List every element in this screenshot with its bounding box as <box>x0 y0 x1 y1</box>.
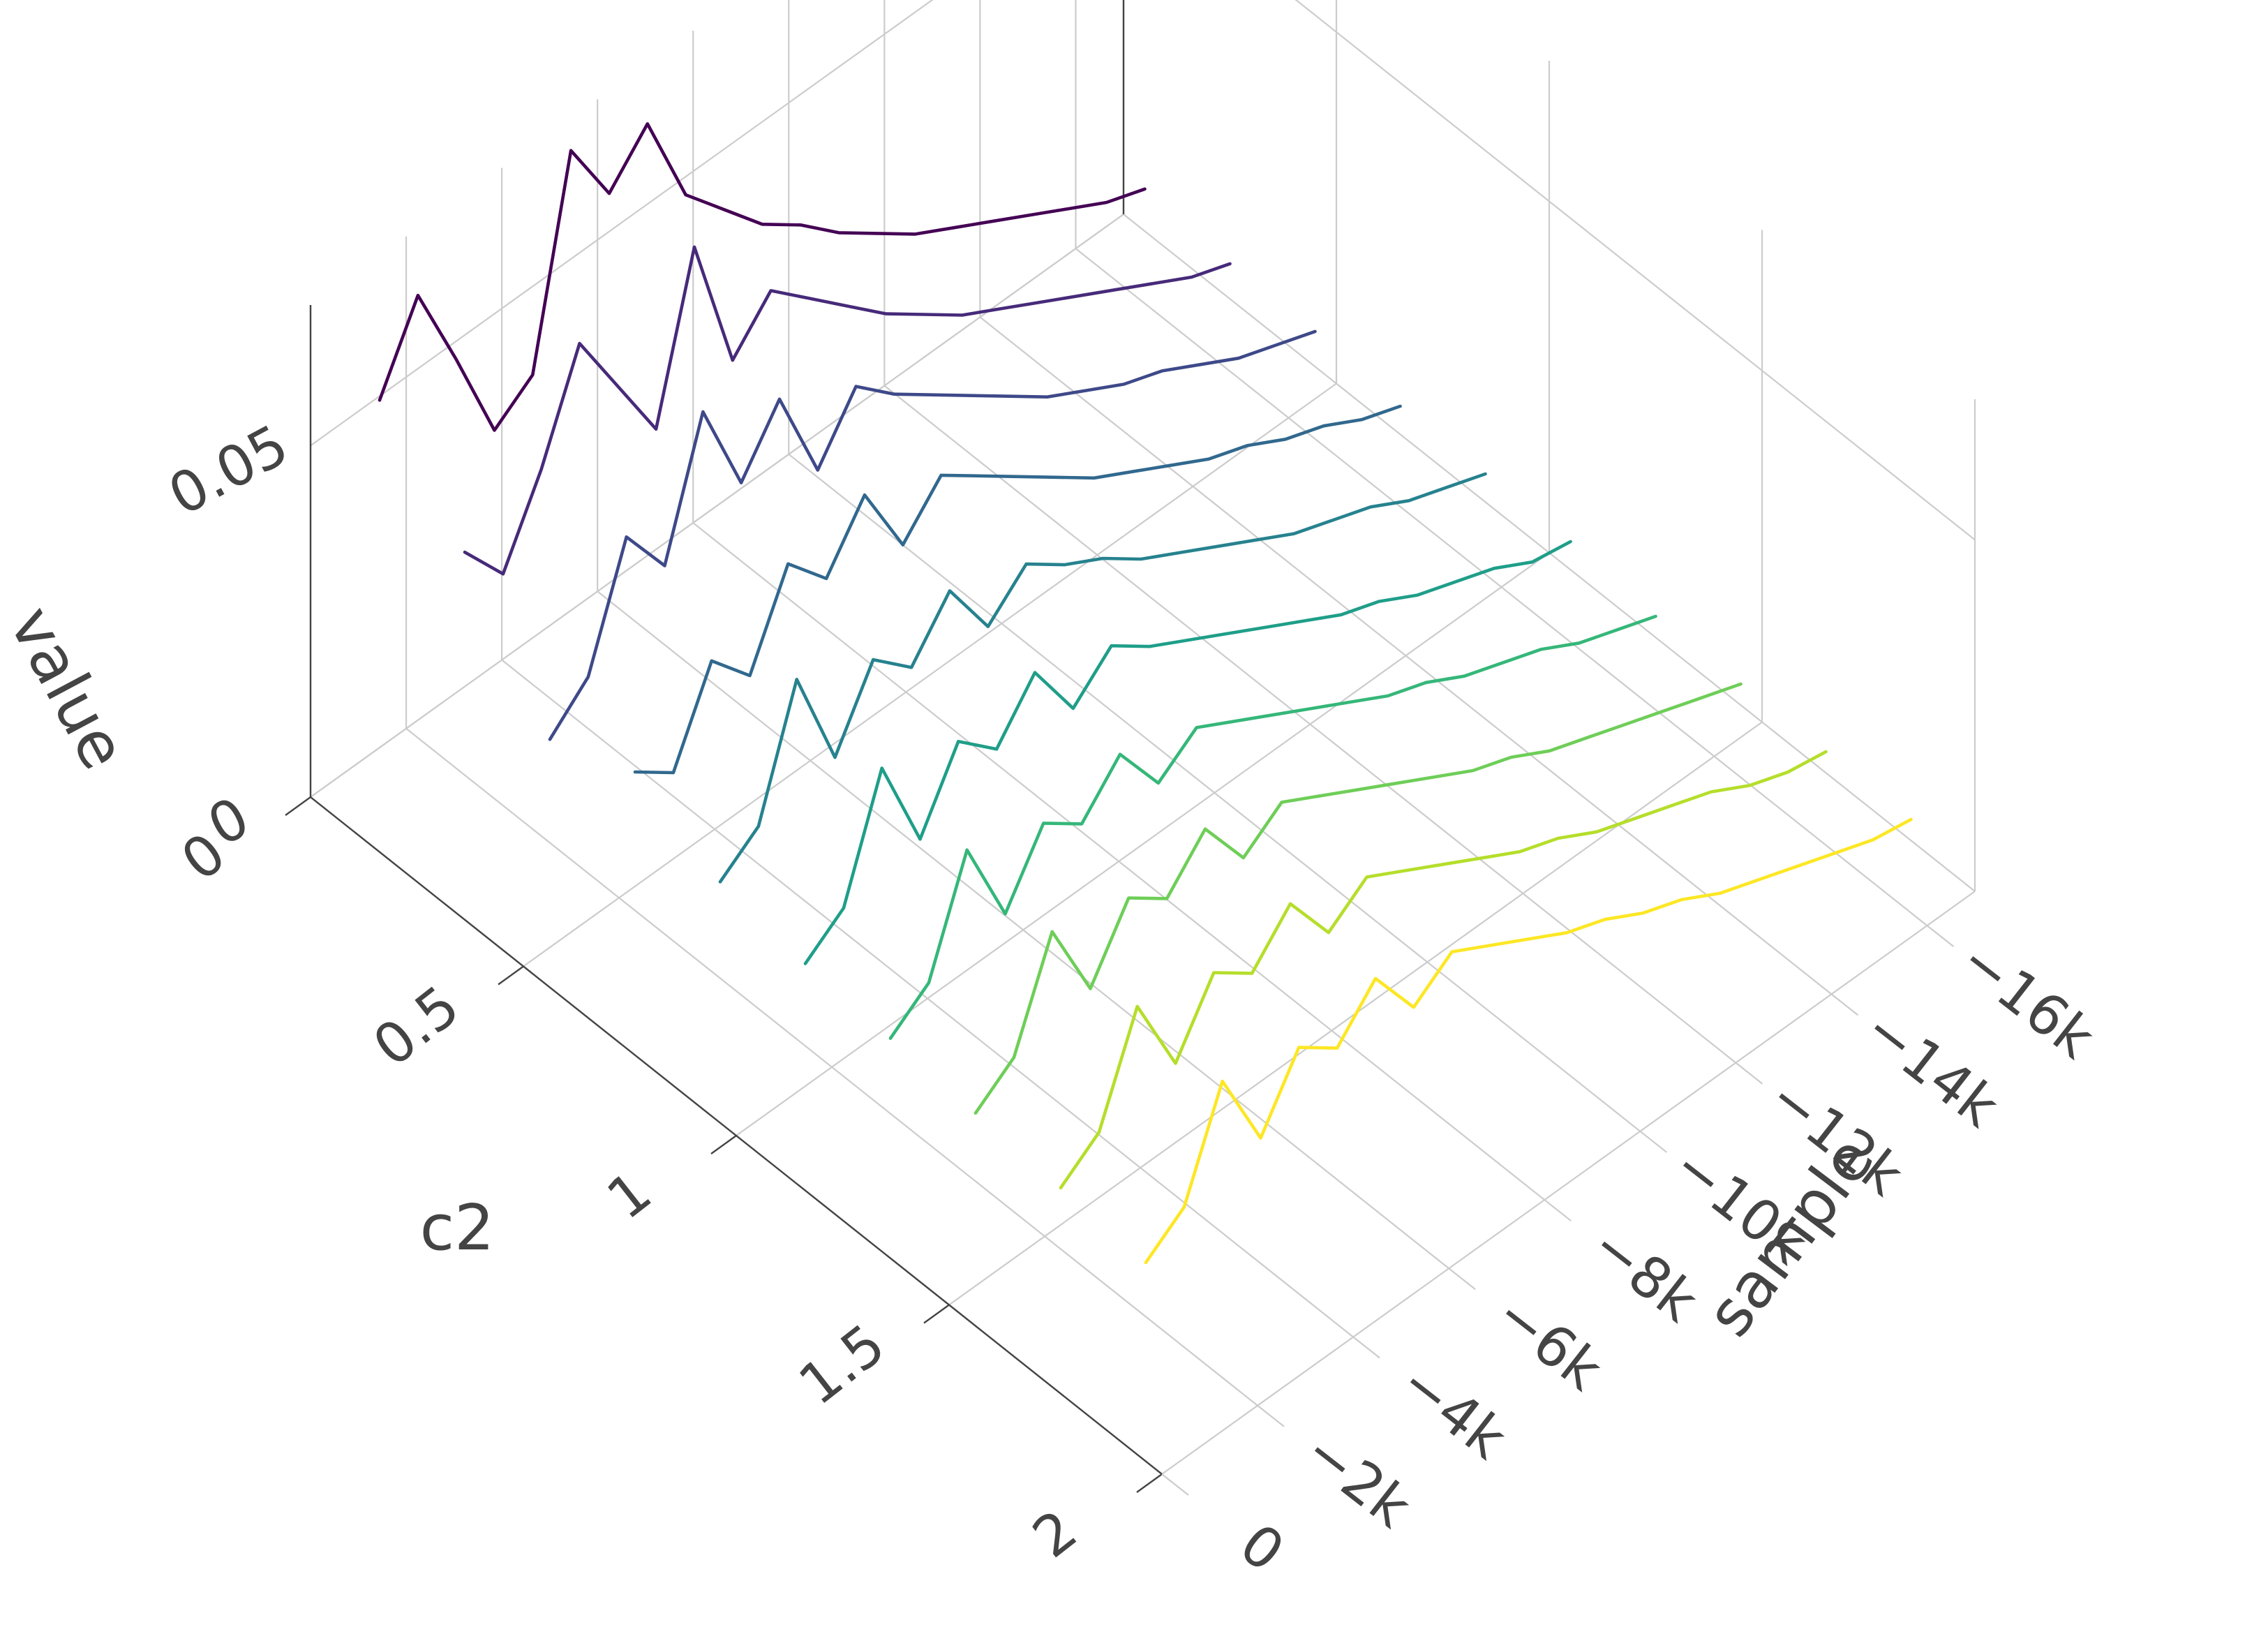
tick-label-layer: 00.511.52 0−2k−4k−6k−8k−10k−12k−14k−16k00… <box>158 413 2107 1584</box>
series-line-1 <box>463 245 1232 576</box>
series-line-9 <box>1144 817 1913 1265</box>
y-tick-label-3: −6k <box>1484 1281 1614 1404</box>
y-tick-mark-7 <box>1830 993 1859 1016</box>
series-line-0 <box>378 122 1147 432</box>
series-line-7 <box>973 682 1743 1115</box>
y-tick-mark-1 <box>1257 1404 1285 1427</box>
floor-grid-c2-4 <box>1161 891 1976 1475</box>
series-line-6 <box>888 614 1657 1040</box>
wall-grid-value-0 <box>310 214 1124 798</box>
grid-layer <box>309 0 1976 1475</box>
z-tick-label-1: 0.05 <box>158 413 299 528</box>
y-tick-label-7: −14k <box>1852 996 2010 1140</box>
y-tick-mark-8 <box>1926 925 1955 947</box>
y-tick-mark-2 <box>1352 1336 1380 1359</box>
y-tick-mark-4 <box>1544 1199 1572 1221</box>
series-line-2 <box>548 329 1317 741</box>
floor-grid-sample-2 <box>501 659 1354 1338</box>
series-layer <box>378 122 1913 1265</box>
y-tick-label-2: −4k <box>1388 1350 1519 1472</box>
series-line-8 <box>1059 750 1828 1190</box>
x-axis-title: c2 <box>420 1191 495 1265</box>
floor-grid-sample-6 <box>883 385 1737 1064</box>
floor-grid-sample-8 <box>1075 248 1928 926</box>
y-tick-mark-3 <box>1448 1268 1476 1291</box>
x-tick-mark-0 <box>285 796 311 816</box>
x-tick-mark-4 <box>1136 1473 1163 1493</box>
y-tick-mark-5 <box>1639 1130 1667 1153</box>
side-grid-value-1 <box>1295 0 1976 541</box>
z-axis-title: value <box>0 595 140 781</box>
floor-grid-sample-7 <box>979 316 1833 995</box>
x-tick-mark-1 <box>498 965 524 986</box>
floor-grid-sample-3 <box>597 590 1449 1270</box>
x-tick-label-2: 1 <box>595 1159 663 1232</box>
y-tick-label-4: −8k <box>1579 1213 1710 1335</box>
y-tick-label-1: −2k <box>1292 1418 1423 1540</box>
y-tick-mark-6 <box>1735 1062 1763 1085</box>
series-line-5 <box>803 540 1572 965</box>
x-tick-mark-3 <box>923 1304 950 1324</box>
floor-grid-c2-1 <box>523 382 1337 967</box>
floor-grid-sample-1 <box>405 727 1258 1406</box>
x-tick-label-3: 1.5 <box>787 1312 897 1418</box>
x-tick-label-4: 2 <box>1021 1497 1089 1570</box>
y-tick-mark-0 <box>1161 1473 1189 1496</box>
floor-grid-c2-2 <box>736 552 1550 1136</box>
y-tick-label-8: −16k <box>1948 928 2107 1071</box>
x-tick-label-1: 0.5 <box>361 973 472 1079</box>
floor-grid-sample-5 <box>788 453 1641 1132</box>
floor-grid-sample-4 <box>692 522 1545 1201</box>
wall-grid-value-1 <box>310 0 934 447</box>
y-tick-label-0: 0 <box>1228 1511 1296 1584</box>
series-line-4 <box>718 472 1487 884</box>
x-tick-mark-2 <box>710 1135 737 1154</box>
series-line-3 <box>633 404 1402 775</box>
